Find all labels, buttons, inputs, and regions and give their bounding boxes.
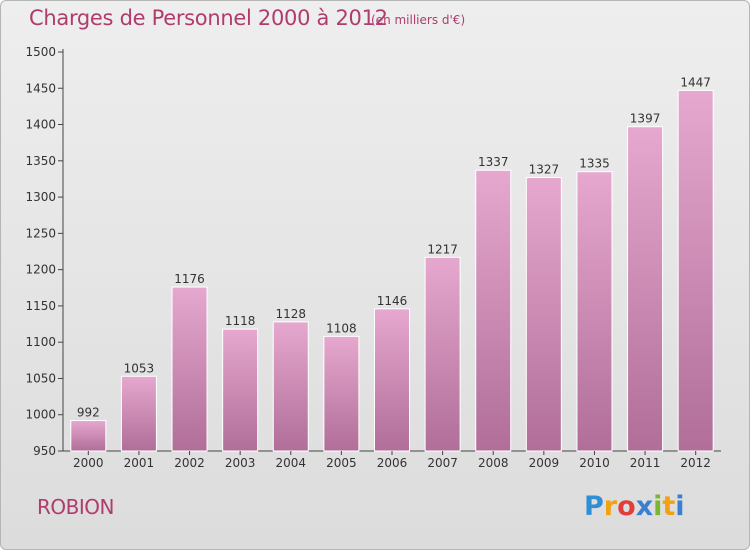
y-tick-label: 1250 bbox=[25, 226, 56, 240]
x-tick-label: 2011 bbox=[630, 456, 661, 470]
bar bbox=[171, 286, 208, 452]
x-tick-label: 2012 bbox=[680, 456, 711, 470]
y-tick-label: 1050 bbox=[25, 371, 56, 385]
y-tick-label: 1500 bbox=[25, 45, 56, 59]
bar-value-label: 1217 bbox=[427, 242, 458, 256]
logo-letter: o bbox=[617, 491, 636, 522]
bar bbox=[525, 177, 562, 452]
x-tick-label: 2006 bbox=[377, 456, 408, 470]
x-tick-label: 2004 bbox=[275, 456, 306, 470]
proxiti-logo: Proxiti bbox=[584, 491, 685, 522]
bar-value-label: 1128 bbox=[275, 307, 306, 321]
y-tick-label: 1350 bbox=[25, 154, 56, 168]
bar bbox=[475, 169, 512, 452]
logo-letter: t bbox=[662, 491, 676, 522]
y-tick-label: 1150 bbox=[25, 299, 56, 313]
x-tick-label: 2007 bbox=[427, 456, 458, 470]
bar bbox=[70, 420, 107, 452]
y-tick-label: 1000 bbox=[25, 408, 56, 422]
logo-letter: i bbox=[653, 491, 663, 522]
bar bbox=[323, 335, 360, 452]
bar bbox=[677, 89, 714, 452]
x-tick-label: 2005 bbox=[326, 456, 357, 470]
bar-value-label: 1118 bbox=[225, 314, 256, 328]
chart-title: Charges de Personnel 2000 à 2012 bbox=[29, 6, 388, 30]
bar-value-label: 992 bbox=[77, 406, 100, 420]
bar-value-label: 1053 bbox=[124, 361, 155, 375]
bar-value-label: 1108 bbox=[326, 321, 357, 335]
x-tick-label: 2000 bbox=[73, 456, 104, 470]
bar bbox=[424, 256, 461, 452]
town-name: ROBION bbox=[37, 495, 114, 519]
x-tick-label: 2010 bbox=[579, 456, 610, 470]
bar bbox=[627, 126, 664, 452]
bar bbox=[374, 308, 410, 452]
bar bbox=[272, 321, 309, 452]
x-tick-label: 2002 bbox=[174, 456, 205, 470]
x-tick-label: 2008 bbox=[478, 456, 509, 470]
y-tick-label: 1200 bbox=[25, 263, 56, 277]
bar-value-label: 1447 bbox=[680, 75, 711, 89]
bar bbox=[576, 171, 613, 452]
logo-letter: i bbox=[675, 491, 685, 522]
x-tick-label: 2009 bbox=[529, 456, 560, 470]
x-tick-label: 2003 bbox=[225, 456, 256, 470]
bar bbox=[222, 328, 259, 452]
y-tick-label: 1400 bbox=[25, 118, 56, 132]
chart-subtitle: (en milliers d'€) bbox=[371, 13, 466, 27]
x-tick-label: 2001 bbox=[124, 456, 155, 470]
logo-letter: r bbox=[603, 491, 618, 522]
bar-value-label: 1327 bbox=[529, 163, 560, 177]
bar-value-label: 1176 bbox=[174, 272, 205, 286]
logo-letter: P bbox=[584, 491, 604, 522]
y-tick-label: 1300 bbox=[25, 190, 56, 204]
bar-value-label: 1146 bbox=[377, 294, 408, 308]
logo-letter: x bbox=[635, 491, 654, 522]
y-tick-label: 950 bbox=[33, 444, 56, 458]
bar-value-label: 1397 bbox=[630, 112, 661, 126]
bar-value-label: 1337 bbox=[478, 155, 509, 169]
bar bbox=[120, 375, 157, 452]
bar-value-label: 1335 bbox=[579, 157, 610, 171]
y-tick-label: 1450 bbox=[25, 81, 56, 95]
y-tick-label: 1100 bbox=[25, 335, 56, 349]
